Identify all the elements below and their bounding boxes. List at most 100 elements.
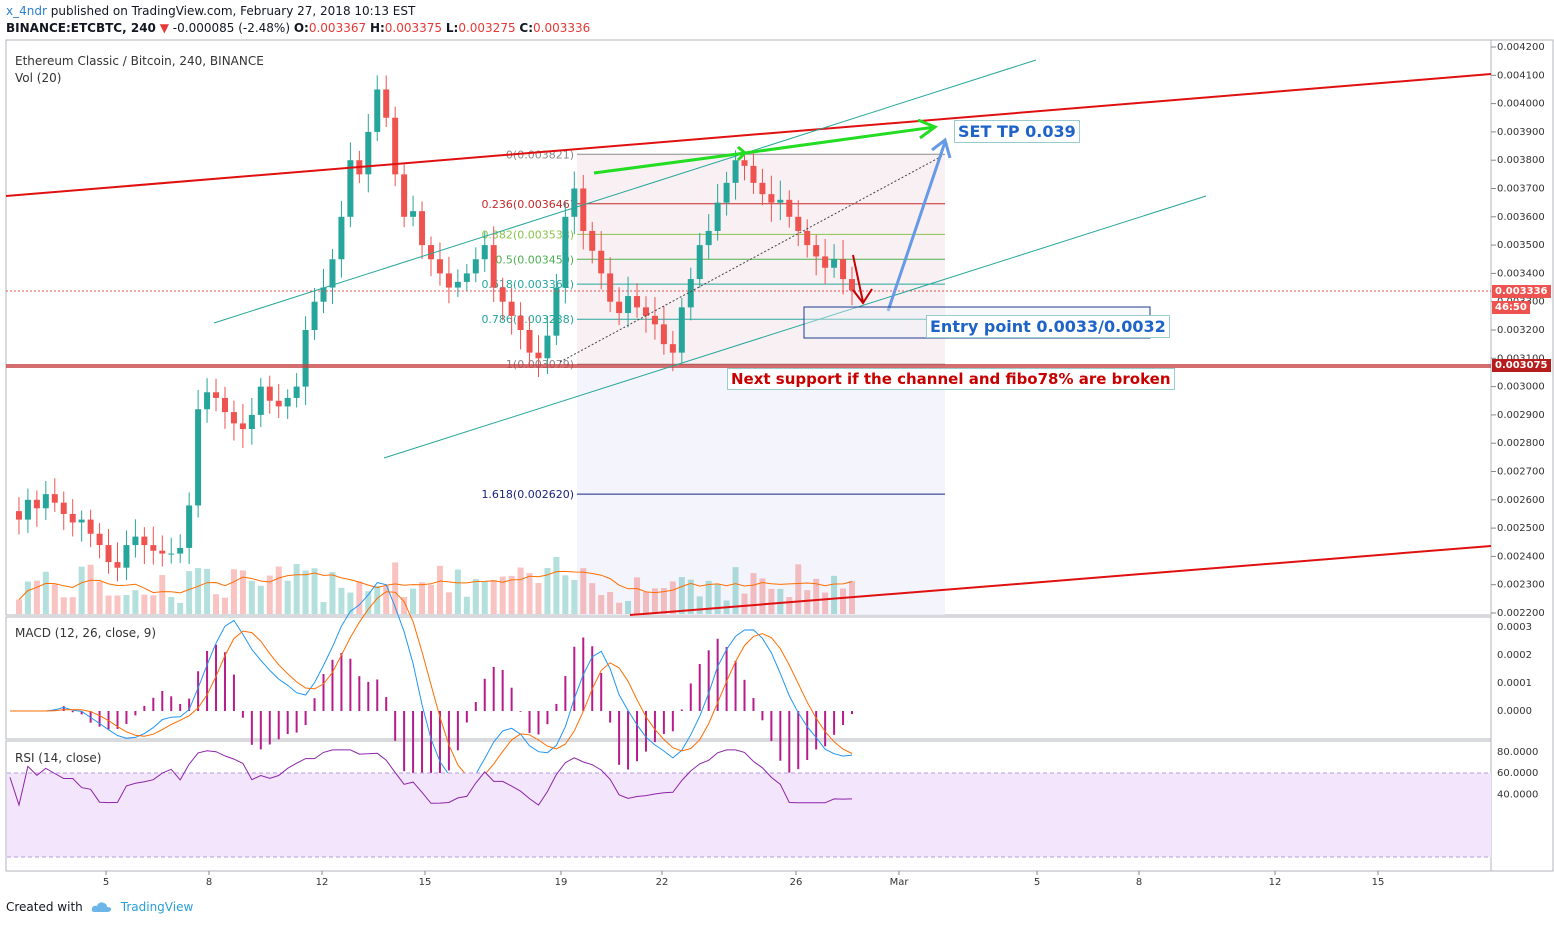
volume-bar — [687, 579, 694, 614]
price-tick-label: 0.002800 — [1497, 438, 1545, 449]
volume-bar — [508, 575, 515, 614]
red-arrow-icon — [852, 288, 873, 305]
volume-bar — [338, 587, 345, 614]
price-tick-label: 0.003800 — [1497, 155, 1545, 166]
volume-bar — [230, 569, 237, 614]
low-label: L: — [445, 21, 459, 35]
green-arrow-line — [593, 151, 746, 175]
rsi-tick-label: 60.0000 — [1497, 768, 1538, 779]
candle-body — [526, 330, 533, 353]
candle-body — [347, 160, 354, 217]
volume-bar — [625, 600, 632, 614]
price-tick-label: 0.002600 — [1497, 495, 1545, 506]
candle-body — [105, 545, 112, 563]
rsi-tick-label: 40.0000 — [1497, 789, 1538, 800]
candle-body — [284, 397, 291, 407]
entry-annotation[interactable]: Entry point 0.0033/0.0032 — [926, 315, 1170, 338]
candle-body — [508, 301, 515, 316]
candle-body — [329, 259, 336, 288]
rsi-band — [7, 773, 1491, 857]
high-label: H: — [369, 21, 385, 35]
fib-level-label: 0.786(0.003238) — [481, 313, 574, 326]
down-arrow-icon: ▼ — [159, 21, 169, 35]
volume-bar — [69, 597, 76, 614]
volume-bar — [159, 575, 166, 614]
time-tick-label: 8 — [1136, 877, 1142, 888]
publish-line: x_4ndr published on TradingView.com, Feb… — [6, 4, 415, 18]
candle-body — [499, 287, 506, 302]
candle-body — [159, 550, 166, 554]
volume-bar — [678, 577, 685, 614]
volume-bar — [311, 568, 318, 614]
time-axis[interactable]: 5 8 12 15 19 22 26 Mar 5 8 12 15 — [103, 871, 1385, 888]
time-tick-label: 15 — [1372, 877, 1385, 888]
volume-bar — [150, 595, 157, 614]
time-tick-label: 19 — [555, 877, 568, 888]
volume-ma-line — [18, 570, 853, 600]
candle-body — [535, 352, 542, 359]
rsi-tick-label: 80.0000 — [1497, 747, 1538, 758]
price-tick-label: 0.003400 — [1497, 268, 1545, 279]
tradingview-link[interactable]: TradingView — [120, 900, 194, 914]
price-tick-label: 0.003900 — [1497, 127, 1545, 138]
volume-bar — [544, 568, 551, 614]
green-arrow-icon — [917, 118, 939, 140]
volume-bar — [562, 575, 569, 614]
candle-body — [741, 160, 748, 166]
volume-bar — [177, 602, 184, 614]
dotted-trend — [559, 154, 945, 363]
volume-bar — [490, 580, 497, 614]
resistance-trendline[interactable] — [5, 73, 1492, 197]
volume-bar — [329, 572, 336, 614]
volume-bar — [822, 592, 829, 614]
open-label: O: — [293, 21, 309, 35]
candle-body — [419, 211, 426, 246]
volume-bar — [123, 595, 130, 614]
candle-body — [732, 160, 739, 183]
rsi-line — [9, 749, 853, 807]
support-annotation[interactable]: Next support if the channel and fibo78% … — [727, 368, 1175, 390]
footer: Created with TradingView — [6, 900, 193, 914]
volume-bar — [320, 602, 327, 614]
lower-trendline[interactable] — [629, 545, 1492, 616]
volume-bar — [213, 594, 220, 614]
candle-body — [768, 194, 775, 203]
candle-body — [266, 386, 273, 401]
channel-upper[interactable] — [213, 59, 1037, 324]
candle-body — [795, 216, 802, 231]
time-tick-label: 26 — [790, 877, 803, 888]
rsi-plot — [9, 749, 853, 807]
volume-bar — [553, 556, 560, 614]
last-price-tag: 0.003336 — [1492, 285, 1551, 298]
channel-lower[interactable] — [383, 195, 1207, 459]
volume-bar — [401, 596, 408, 614]
price-tick-label: 0.004200 — [1497, 42, 1545, 53]
volume-bar — [51, 584, 58, 614]
price-tick-label: 0.003100 — [1497, 353, 1545, 364]
volume-bar — [365, 591, 372, 614]
green-mid-arrow-icon — [736, 145, 748, 162]
candle-body — [714, 202, 721, 231]
candle-body — [723, 182, 730, 203]
volume-bar — [33, 580, 40, 614]
volume-bar — [634, 577, 641, 614]
price-tick-label: 0.002200 — [1497, 608, 1545, 619]
candle-body — [15, 511, 22, 520]
candle-body — [428, 245, 434, 260]
price-tick-label: 0.003500 — [1497, 240, 1545, 251]
volume-bar — [257, 585, 264, 614]
volume-bar — [840, 588, 847, 614]
macd-line — [10, 582, 853, 786]
tp-annotation[interactable]: SET TP 0.039 — [954, 120, 1080, 143]
volume-label: Vol (20) — [15, 71, 61, 85]
price-axis[interactable] — [1490, 39, 1554, 872]
candle-body — [813, 245, 820, 257]
author-link[interactable]: x_4ndr — [6, 4, 47, 18]
volume-bar — [714, 583, 721, 614]
volume-bar — [60, 597, 67, 614]
time-tick-label: 8 — [206, 877, 212, 888]
volume-bar — [481, 581, 488, 614]
volume-bar — [831, 575, 838, 614]
price-tick-label: 0.002500 — [1497, 523, 1545, 534]
